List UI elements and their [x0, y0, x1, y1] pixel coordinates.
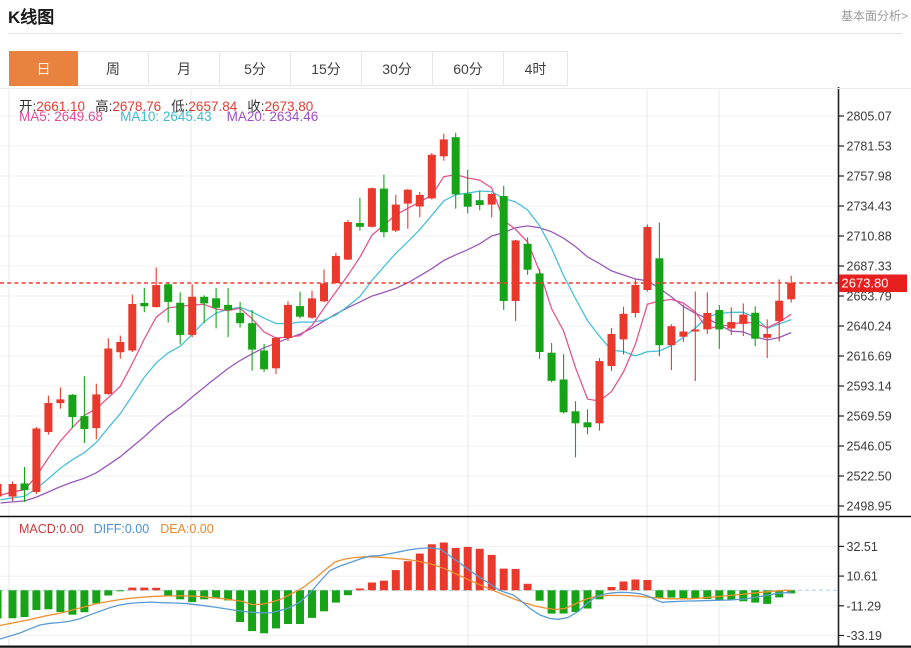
svg-text:2673.80: 2673.80	[842, 276, 889, 291]
svg-text:2522.50: 2522.50	[847, 470, 892, 484]
svg-text:2616.69: 2616.69	[847, 350, 892, 364]
svg-text:2663.79: 2663.79	[847, 290, 892, 304]
svg-text:2805.07: 2805.07	[847, 110, 892, 124]
svg-text:10.61: 10.61	[847, 570, 878, 584]
svg-text:-11.29: -11.29	[847, 599, 882, 613]
svg-text:32.51: 32.51	[847, 540, 878, 554]
svg-text:2687.33: 2687.33	[847, 260, 892, 274]
svg-text:2757.98: 2757.98	[847, 170, 892, 184]
svg-text:-33.19: -33.19	[847, 629, 882, 643]
svg-text:2640.24: 2640.24	[847, 320, 892, 334]
svg-text:2710.88: 2710.88	[847, 230, 892, 244]
svg-text:2593.14: 2593.14	[847, 380, 892, 394]
svg-text:2498.95: 2498.95	[847, 500, 892, 514]
svg-text:2781.53: 2781.53	[847, 140, 892, 154]
svg-text:2734.43: 2734.43	[847, 200, 892, 214]
svg-text:2546.05: 2546.05	[847, 440, 892, 454]
svg-text:2569.59: 2569.59	[847, 410, 892, 424]
